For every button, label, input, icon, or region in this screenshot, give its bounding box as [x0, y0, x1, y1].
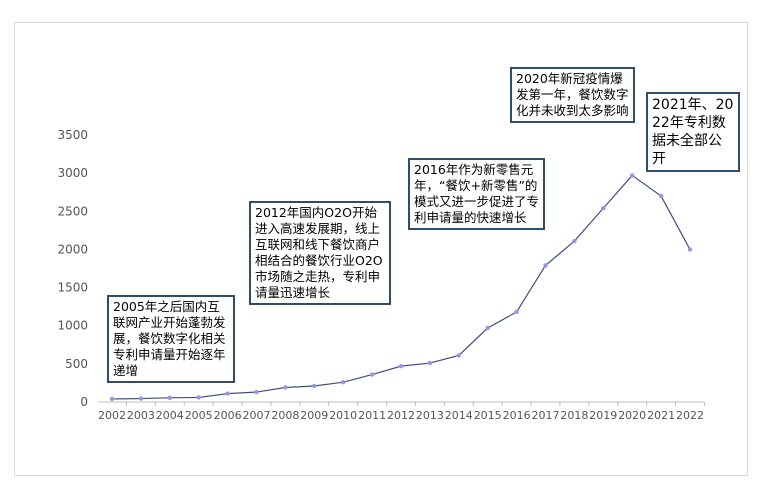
- x-tick-label: 2004: [156, 409, 184, 422]
- data-point: [138, 396, 144, 401]
- annotation-2021: 2021年、2022年专利数据未全部公开: [646, 92, 740, 172]
- annotation-2005: 2005年之后国内互联网产业开始蓬勃发展，餐饮数字化相关专利申请量开始逐年递增: [107, 295, 235, 383]
- data-point: [312, 383, 317, 389]
- y-tick-label: 0: [80, 395, 88, 409]
- y-tick-label: 1500: [57, 281, 88, 295]
- x-tick-label: 2019: [589, 409, 617, 422]
- data-point: [254, 389, 259, 395]
- x-tick-label: 2005: [185, 409, 213, 422]
- data-point: [630, 173, 635, 178]
- data-point: [543, 263, 548, 268]
- data-point: [167, 395, 172, 401]
- y-tick-label: 3500: [57, 128, 88, 142]
- y-tick-label: 500: [65, 357, 88, 371]
- x-tick-label: 2022: [676, 409, 704, 422]
- data-point: [572, 238, 577, 244]
- x-tick-label: 2002: [98, 409, 126, 422]
- x-tick-label: 2011: [358, 409, 386, 422]
- data-point: [341, 379, 346, 385]
- x-tick-label: 2010: [329, 409, 357, 422]
- x-tick-label: 2015: [474, 409, 502, 422]
- data-point: [398, 363, 404, 369]
- data-point: [456, 353, 461, 358]
- x-tick-label: 2014: [445, 409, 473, 422]
- x-tick-label: 2016: [503, 409, 531, 422]
- x-tick-label: 2007: [243, 409, 271, 422]
- data-point: [109, 396, 115, 402]
- data-point: [427, 360, 433, 366]
- data-point: [283, 385, 288, 390]
- y-tick-label: 1000: [57, 319, 88, 333]
- x-tick-label: 2008: [271, 409, 299, 422]
- x-tick-label: 2018: [560, 409, 588, 422]
- x-tick-label: 2017: [532, 409, 560, 422]
- data-point: [225, 391, 230, 396]
- annotation-2020: 2020年新冠疫情爆发第一年，餐饮数字化并未收到太多影响: [510, 67, 635, 123]
- data-point: [369, 372, 375, 377]
- y-tick-label: 3000: [57, 166, 88, 180]
- data-point: [658, 193, 664, 199]
- x-tick-label: 2012: [387, 409, 415, 422]
- x-tick-label: 2021: [647, 409, 675, 422]
- x-tick-label: 2003: [127, 409, 155, 422]
- data-point: [601, 206, 606, 211]
- y-tick-label: 2000: [57, 242, 88, 256]
- x-tick-label: 2013: [416, 409, 444, 422]
- data-point: [196, 395, 201, 400]
- annotation-2012: 2012年国内O2O开始进入高速发展期，线上互联网和线下餐饮商户相结合的餐饮行业…: [249, 201, 391, 305]
- data-point: [687, 247, 693, 252]
- data-point: [485, 325, 490, 331]
- x-tick-label: 2006: [214, 409, 242, 422]
- x-tick-label: 2020: [618, 409, 646, 422]
- y-tick-label: 2500: [57, 204, 88, 218]
- annotation-2016: 2016年作为新零售元年，“餐饮+新零售”的模式又进一步促进了专利申请量的快速增…: [408, 158, 545, 230]
- data-point: [514, 309, 519, 315]
- x-tick-label: 2009: [300, 409, 328, 422]
